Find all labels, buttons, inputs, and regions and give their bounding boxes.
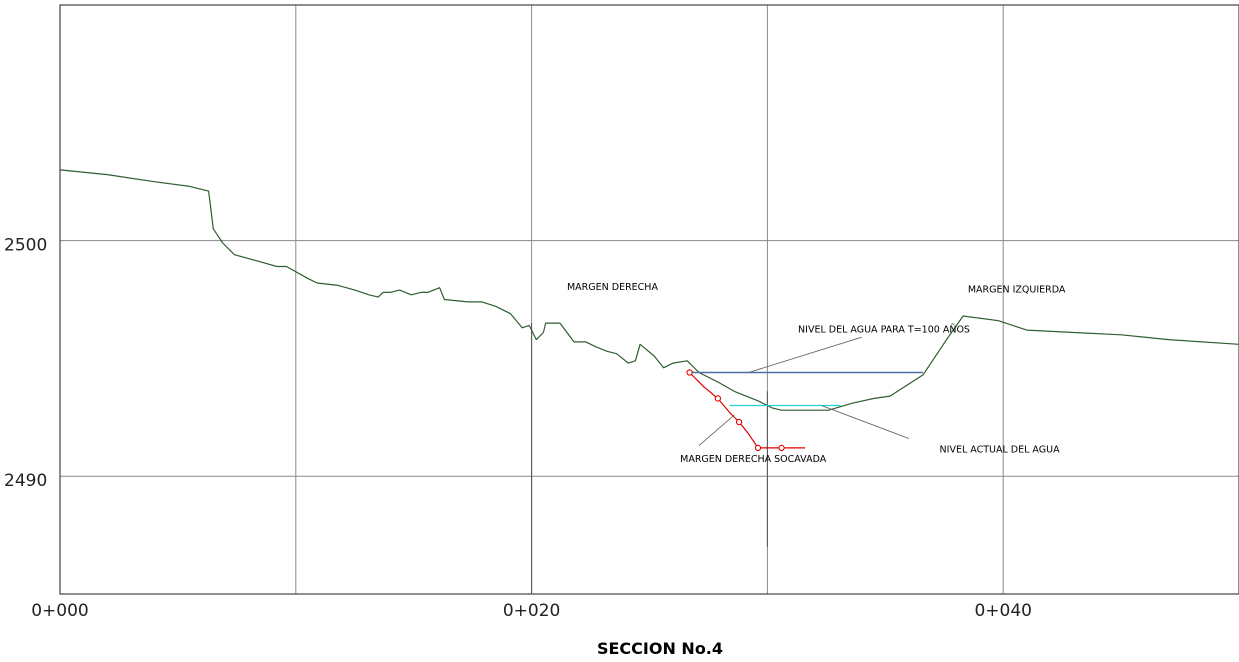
plot-frame — [59, 4, 1239, 595]
scour-marker-2 — [735, 418, 743, 426]
leader-nivel_actual — [821, 405, 910, 439]
leader-margen_socavada — [698, 414, 735, 446]
annotation-margen-socavada: MARGEN DERECHA SOCAVADA — [680, 454, 827, 465]
scour-marker-4 — [778, 444, 785, 452]
annotation-margen-derecha: MARGEN DERECHA — [567, 282, 658, 293]
scour-marker-1 — [714, 395, 722, 402]
y-tick-label-1: 2490 — [4, 471, 47, 491]
y-tick-label-0: 2500 — [4, 236, 47, 256]
scour-marker-0 — [686, 369, 693, 376]
x-tick-label-0: 0+000 — [31, 601, 89, 621]
scour-marker-3 — [754, 444, 762, 452]
annotation-nivel-actual: NIVEL ACTUAL DEL AGUA — [940, 445, 1061, 456]
leader-nivel_t100 — [748, 336, 862, 373]
annotation-nivel-t100: NIVEL DEL AGUA PARA T=100 AÑOS — [798, 324, 970, 335]
x-tick-label-1: 0+020 — [503, 601, 561, 621]
chart-title: SECCION No.4 — [597, 639, 723, 658]
terrain-line — [59, 169, 1239, 411]
annotation-margen-izquierda: MARGEN IZQUIERDA — [968, 284, 1066, 295]
x-tick-label-2: 0+040 — [974, 601, 1032, 621]
